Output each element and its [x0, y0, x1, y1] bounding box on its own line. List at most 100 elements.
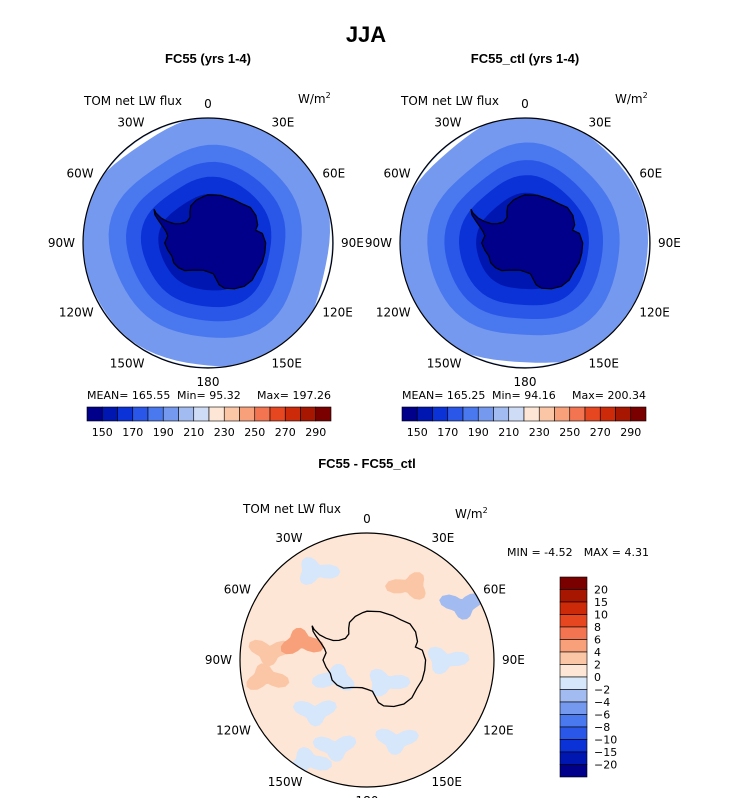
lon-label: 120W [376, 306, 411, 320]
lon-label: 30W [434, 116, 461, 130]
lon-label: 0 [363, 512, 371, 526]
colorbar-tick: 250 [559, 426, 580, 439]
anomaly-patch [246, 663, 290, 690]
anomaly-patch [385, 572, 426, 600]
lon-label: 150E [432, 775, 463, 789]
units-label: W/m2 [298, 91, 331, 106]
colorbar-swatch [559, 576, 588, 590]
colorbar-tick: −6 [594, 709, 610, 722]
lon-label: 30E [432, 531, 455, 545]
lon-label: 90W [48, 236, 75, 250]
colorbar-tick: 190 [153, 426, 174, 439]
colorbar-swatch [101, 406, 118, 422]
field [400, 118, 650, 368]
colorbar-tick: −2 [594, 684, 610, 697]
colorbar-tick: −10 [594, 734, 617, 747]
page-title: JJA [346, 22, 386, 47]
lon-label: 180 [514, 375, 537, 389]
map-border [399, 117, 651, 369]
colorbar-swatch [630, 406, 647, 422]
lon-label: 90E [341, 236, 364, 250]
colorbar-tick: 270 [590, 426, 611, 439]
colorbar-swatch [162, 406, 179, 422]
anomaly-patch [311, 663, 355, 691]
lon-label: 90W [205, 653, 232, 667]
colorbar-swatch [554, 406, 571, 422]
colorbar-tick: 20 [594, 584, 608, 597]
colorbar-tick: −8 [594, 721, 610, 734]
colorbar-swatch [86, 406, 103, 422]
map-border [82, 117, 334, 369]
anomaly-patch [369, 668, 411, 697]
colorbar-swatch [239, 406, 256, 422]
colorbar-swatch [223, 406, 240, 422]
antarctica [470, 194, 584, 290]
lon-label: 60E [322, 167, 345, 181]
lon-label: 150W [268, 775, 303, 789]
lon-label: 30W [117, 116, 144, 130]
colorbar-swatch [559, 639, 588, 653]
field [240, 533, 494, 787]
colorbar-tick: −20 [594, 759, 617, 772]
colorbar-swatch [401, 406, 418, 422]
map-panel-2: FC55_ctl (yrs 1-4) TOM net LW flux W/m2 0 30… [365, 51, 681, 439]
lon-label: 180 [356, 794, 379, 798]
stat-min: Min= 94.16 [492, 389, 556, 402]
colorbar-tick: −15 [594, 746, 617, 759]
field [83, 118, 333, 368]
anomaly-patch [375, 728, 419, 755]
variable-label: TOM net LW flux [83, 94, 182, 108]
lon-label: 150E [272, 356, 303, 370]
stat-min: MIN = -4.52 [507, 546, 573, 559]
lon-label: 90E [502, 653, 525, 667]
colorbar-swatch [269, 406, 286, 422]
lon-label: 30E [589, 116, 612, 130]
colorbar-tick: 270 [275, 426, 296, 439]
colorbar-tick: 250 [244, 426, 265, 439]
lon-label: 120W [216, 724, 251, 738]
colorbar-swatch [432, 406, 449, 422]
colorbar-swatch [559, 664, 588, 678]
colorbar-tick: 290 [620, 426, 641, 439]
lon-label: 30W [275, 531, 302, 545]
colorbar-swatch [508, 406, 525, 422]
stat-max: Max= 197.26 [257, 389, 331, 402]
colorbar-swatch [477, 406, 494, 422]
colorbar-tick: 6 [594, 634, 601, 647]
stat-max: MAX = 4.31 [584, 546, 649, 559]
colorbar-tick: 150 [92, 426, 113, 439]
colorbar-swatch [559, 689, 588, 703]
colorbar-tick: 4 [594, 646, 601, 659]
lon-label: 60E [483, 583, 506, 597]
colorbar-swatch [284, 406, 301, 422]
colorbar-swatch [559, 714, 588, 728]
lon-label: 150E [589, 356, 620, 370]
colorbar-swatch [599, 406, 616, 422]
colorbar: 150 170 190 210 230 250 270 290 [86, 406, 332, 439]
lon-label: 30E [272, 116, 295, 130]
colorbar-swatch [584, 406, 601, 422]
panel-title: FC55_ctl (yrs 1-4) [471, 51, 579, 66]
lon-label: 120W [59, 306, 94, 320]
colorbar-tick: 170 [122, 426, 143, 439]
colorbar-tick: −4 [594, 696, 610, 709]
anomaly-patch [299, 557, 341, 585]
colorbar-swatch [208, 406, 225, 422]
colorbar-swatch [559, 726, 588, 740]
antarctica-coastline [311, 610, 427, 708]
colorbar-swatch [615, 406, 632, 422]
lon-label: 60W [224, 583, 251, 597]
colorbar-swatch [559, 764, 588, 778]
colorbar-swatch [559, 751, 588, 765]
variable-label: TOM net LW flux [242, 502, 341, 516]
stat-mean: MEAN= 165.25 [402, 389, 485, 402]
stat-min: Min= 95.32 [177, 389, 241, 402]
lon-label: 120E [483, 724, 514, 738]
colorbar-tick: 10 [594, 609, 608, 622]
colorbar-swatch [462, 406, 479, 422]
colorbar-swatch [493, 406, 510, 422]
colorbar-swatch [559, 651, 588, 665]
lon-label: 0 [204, 97, 212, 111]
lon-label: 90E [658, 236, 681, 250]
